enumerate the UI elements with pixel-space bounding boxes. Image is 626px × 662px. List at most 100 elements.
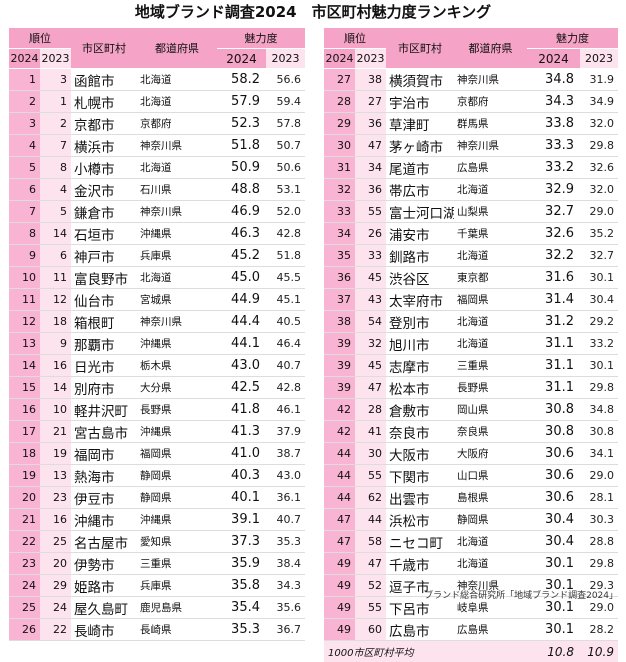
rank-2023: 20: [40, 553, 71, 575]
score-2023: 45.1: [266, 289, 305, 311]
prefecture: 神奈川県: [454, 69, 527, 91]
city-name: 富士河口湖町: [386, 201, 454, 223]
score-2024: 44.1: [217, 333, 266, 355]
prefecture: 奈良県: [454, 421, 527, 443]
city-name: 札幌市: [71, 91, 137, 113]
prefecture: 静岡県: [454, 509, 527, 531]
score-2023: 30.1: [580, 355, 618, 377]
score-2024: 41.8: [217, 399, 266, 421]
prefecture: 神奈川県: [137, 135, 217, 157]
score-2024: 52.3: [217, 113, 266, 135]
score-2024: 41.3: [217, 421, 266, 443]
score-2024: 48.8: [217, 179, 266, 201]
prefecture: 北海道: [454, 311, 527, 333]
source-note: ブランド総合研究所「地域ブランド調査2024」: [424, 588, 618, 601]
city-name: 軽井沢町: [71, 399, 137, 421]
rank-2024: 23: [9, 553, 40, 575]
prefecture: 沖縄県: [137, 333, 217, 355]
score-2023: 29.8: [580, 135, 618, 157]
rank-2024: 24: [9, 575, 40, 597]
rank-2023: 54: [355, 311, 386, 333]
score-2024: 33.8: [527, 113, 580, 135]
prefecture: 栃木県: [137, 355, 217, 377]
rank-2024: 8: [9, 223, 40, 245]
rank-2023: 2: [40, 113, 71, 135]
city-name: 箱根町: [71, 311, 137, 333]
score-2024: 31.2: [527, 311, 580, 333]
rank-2023: 58: [355, 531, 386, 553]
score-2023: 34.8: [580, 399, 618, 421]
city-name: 長崎市: [71, 619, 137, 641]
score-2023: 36.1: [266, 487, 305, 509]
prefecture: 北海道: [454, 179, 527, 201]
rank-2023: 62: [355, 487, 386, 509]
prefecture: 島根県: [454, 487, 527, 509]
score-2024: 30.8: [527, 421, 580, 443]
rank-2023: 19: [40, 443, 71, 465]
header-rank: 順位: [9, 28, 71, 49]
rank-2024: 29: [324, 113, 355, 135]
rank-2024: 35: [324, 245, 355, 267]
average-score-2024: 10.8: [527, 641, 580, 662]
rank-2024: 3: [9, 113, 40, 135]
rank-2024: 16: [9, 399, 40, 421]
score-2023: 29.0: [580, 465, 618, 487]
rank-2024: 18: [9, 443, 40, 465]
score-2024: 45.0: [217, 267, 266, 289]
score-2024: 45.2: [217, 245, 266, 267]
header-score-2024: 2024: [217, 49, 266, 69]
rank-2024: 2: [9, 91, 40, 113]
prefecture: 広島県: [454, 157, 527, 179]
prefecture: 福岡県: [454, 289, 527, 311]
rank-2024: 6: [9, 179, 40, 201]
rank-2024: 5: [9, 157, 40, 179]
prefecture: 神奈川県: [137, 311, 217, 333]
prefecture: 北海道: [137, 91, 217, 113]
score-2023: 30.3: [580, 509, 618, 531]
rank-2024: 14: [9, 355, 40, 377]
rank-2023: 12: [40, 289, 71, 311]
prefecture: 宮城県: [137, 289, 217, 311]
rank-2024: 42: [324, 421, 355, 443]
rank-2024: 21: [9, 509, 40, 531]
score-2023: 29.0: [580, 201, 618, 223]
score-2024: 40.3: [217, 465, 266, 487]
score-2023: 31.9: [580, 69, 618, 91]
prefecture: 石川県: [137, 179, 217, 201]
prefecture: 山梨県: [454, 201, 527, 223]
city-name: 伊豆市: [71, 487, 137, 509]
score-2023: 28.1: [580, 487, 618, 509]
rank-2024: 44: [324, 443, 355, 465]
score-2024: 44.9: [217, 289, 266, 311]
rank-2023: 45: [355, 267, 386, 289]
prefecture: 岡山県: [454, 399, 527, 421]
score-2024: 34.3: [527, 91, 580, 113]
score-2024: 46.9: [217, 201, 266, 223]
rank-2023: 43: [355, 289, 386, 311]
rank-2024: 38: [324, 311, 355, 333]
rank-2023: 24: [40, 597, 71, 619]
prefecture: 長野県: [137, 399, 217, 421]
header-rank: 順位: [324, 28, 386, 49]
city-name: 下関市: [386, 465, 454, 487]
rank-2024: 36: [324, 267, 355, 289]
score-2024: 43.0: [217, 355, 266, 377]
prefecture: 静岡県: [137, 487, 217, 509]
rank-2024: 37: [324, 289, 355, 311]
score-2023: 40.7: [266, 509, 305, 531]
prefecture: 京都府: [454, 91, 527, 113]
rank-2023: 29: [40, 575, 71, 597]
